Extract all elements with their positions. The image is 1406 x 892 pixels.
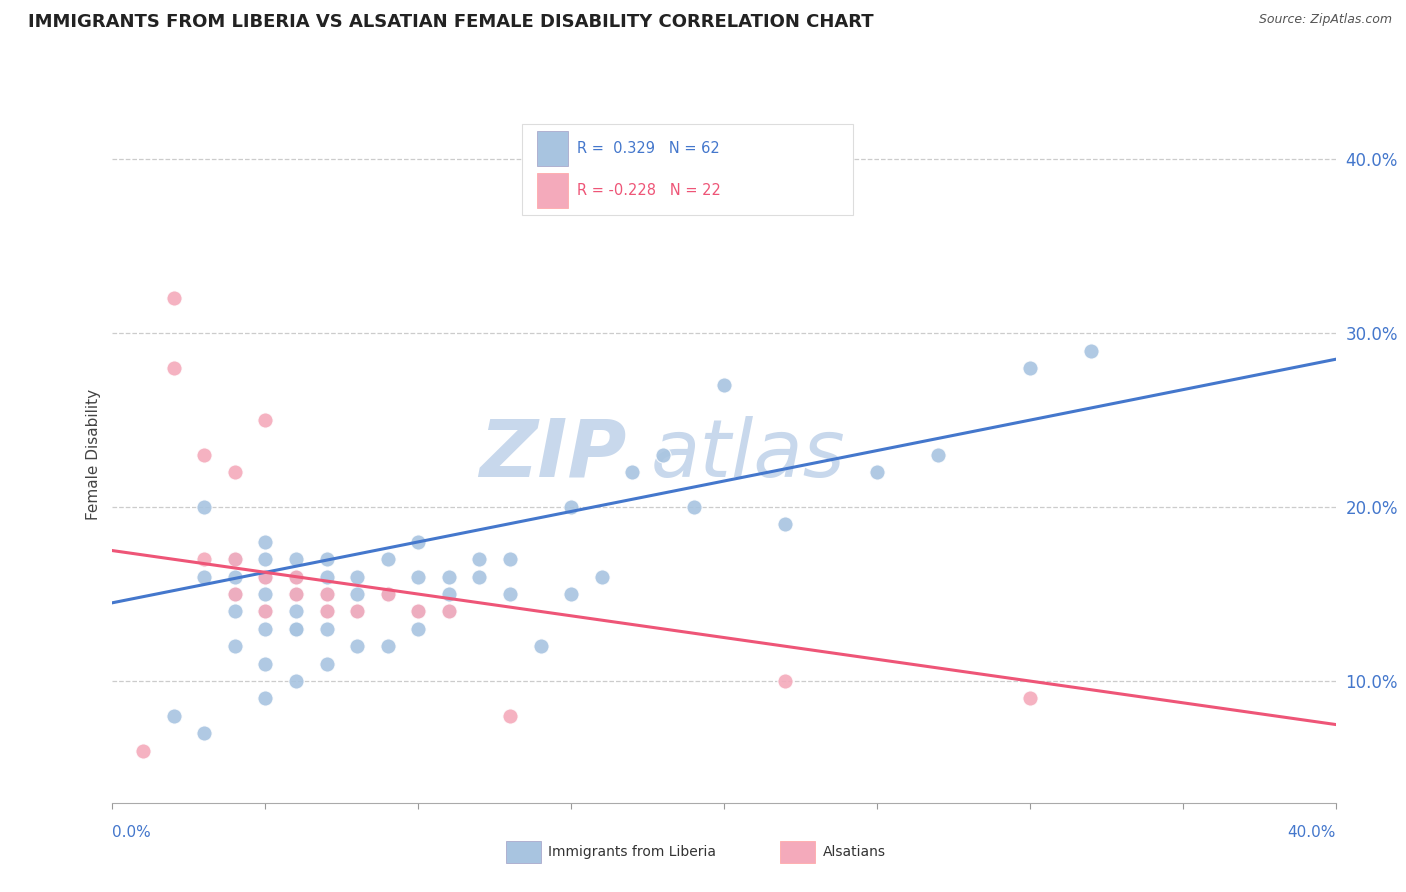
Point [866,466,889,480]
Point [408,622,430,636]
Text: Immigrants from Liberia: Immigrants from Liberia [548,845,716,859]
Point [346,569,368,583]
Text: R =  0.329   N = 62: R = 0.329 N = 62 [578,141,720,156]
Point [315,605,337,619]
Point [1018,691,1040,706]
Point [193,448,215,462]
Point [437,605,460,619]
Point [499,587,522,601]
Point [530,639,553,653]
Y-axis label: Female Disability: Female Disability [86,389,101,521]
Text: R = -0.228   N = 22: R = -0.228 N = 22 [578,183,721,198]
Bar [537,131,568,166]
Point [408,605,430,619]
Point [591,569,613,583]
Point [377,587,399,601]
Point [254,587,277,601]
Point [499,708,522,723]
Point [652,448,675,462]
Point [408,534,430,549]
Point [437,605,460,619]
Point [254,534,277,549]
Point [346,605,368,619]
Point [254,552,277,566]
Point [254,569,277,583]
Point [224,569,246,583]
Point [346,587,368,601]
Point [437,569,460,583]
Point [468,569,491,583]
Point [284,587,308,601]
Text: ZIP: ZIP [479,416,626,494]
Point [224,587,246,601]
Point [377,587,399,601]
Point [224,552,246,566]
Point [284,622,308,636]
Point [284,552,308,566]
Point [254,691,277,706]
Bar [522,124,852,215]
Point [682,500,704,514]
Point [315,622,337,636]
Point [437,587,460,601]
Text: IMMIGRANTS FROM LIBERIA VS ALSATIAN FEMALE DISABILITY CORRELATION CHART: IMMIGRANTS FROM LIBERIA VS ALSATIAN FEMA… [28,13,873,31]
Point [254,413,277,427]
Point [377,639,399,653]
Text: Source: ZipAtlas.com: Source: ZipAtlas.com [1258,13,1392,27]
Point [560,587,582,601]
Point [224,587,246,601]
Point [254,657,277,671]
Point [315,657,337,671]
Point [254,605,277,619]
Point [193,726,215,740]
Point [346,639,368,653]
Point [775,674,797,689]
Point [927,448,949,462]
Point [224,605,246,619]
Point [163,291,186,305]
Point [224,639,246,653]
Point [1018,360,1040,375]
Text: atlas: atlas [651,416,845,494]
Point [193,552,215,566]
Point [254,622,277,636]
Point [315,552,337,566]
Text: Alsatians: Alsatians [823,845,886,859]
Point [284,605,308,619]
Bar [537,173,568,208]
Point [284,674,308,689]
Point [132,744,155,758]
Point [499,552,522,566]
Point [713,378,735,392]
Point [377,552,399,566]
Point [284,569,308,583]
Point [284,622,308,636]
Text: 0.0%: 0.0% [112,825,152,840]
Point [284,569,308,583]
Point [193,500,215,514]
Point [224,552,246,566]
Point [621,466,644,480]
Point [468,552,491,566]
Point [163,708,186,723]
Point [193,569,215,583]
Point [315,587,337,601]
Point [315,569,337,583]
Point [254,605,277,619]
Text: 40.0%: 40.0% [1288,825,1336,840]
Point [163,360,186,375]
Point [315,605,337,619]
Point [408,605,430,619]
Point [254,569,277,583]
Point [346,605,368,619]
Point [315,587,337,601]
Point [284,587,308,601]
Point [284,587,308,601]
Point [560,500,582,514]
Point [408,569,430,583]
Point [775,517,797,532]
Point [1080,343,1102,358]
Point [224,466,246,480]
